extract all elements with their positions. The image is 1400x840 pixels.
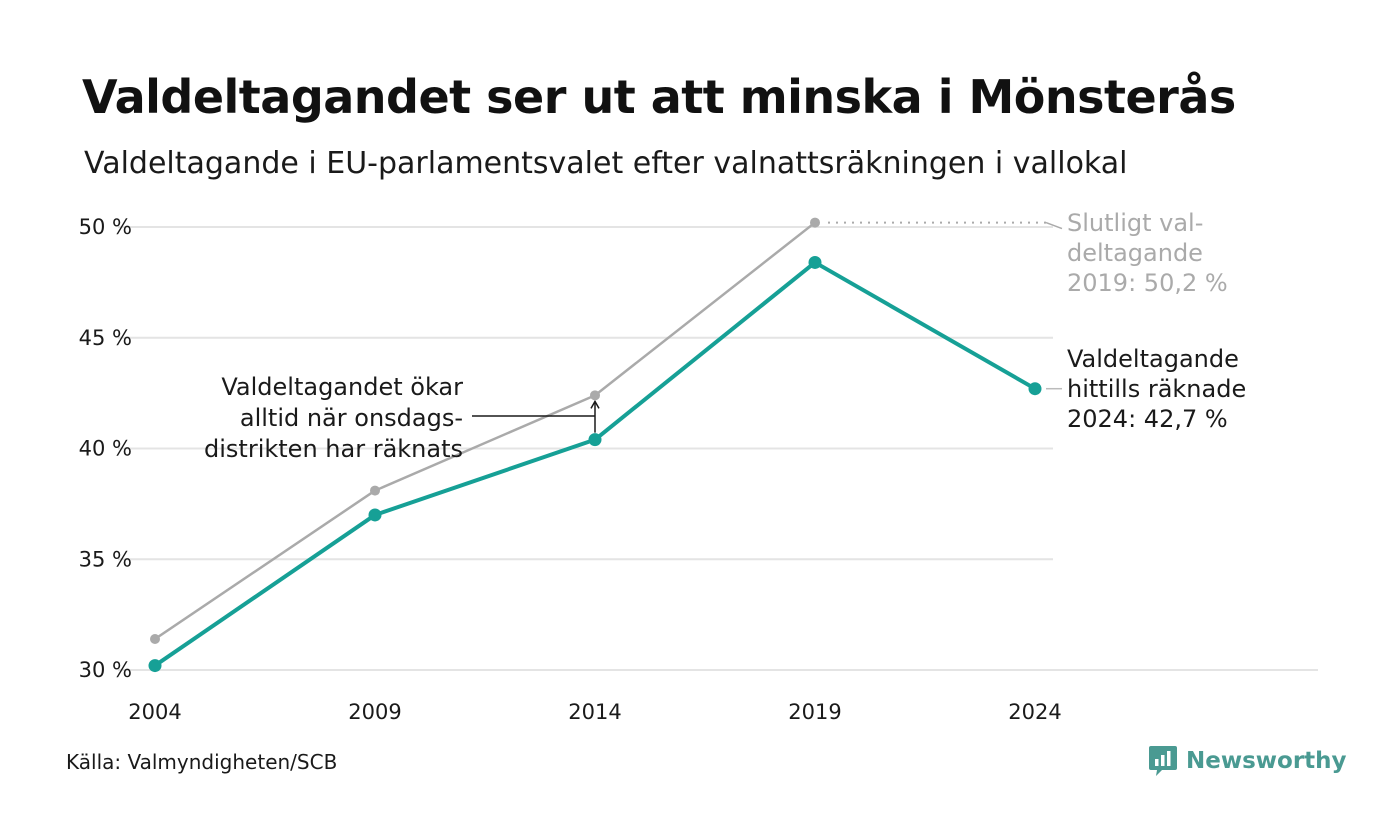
- data-point-final: [810, 217, 820, 228]
- data-point-final: [590, 390, 600, 401]
- annotation-arrowhead: [590, 399, 600, 409]
- y-tick-label: 50 %: [79, 215, 132, 239]
- annotation-note-text: distrikten har räknats: [204, 435, 463, 463]
- annotation-note-text: alltid när onsdags-: [240, 404, 463, 432]
- y-tick-label: 45 %: [79, 326, 132, 350]
- newsworthy-logo-icon: [1149, 746, 1177, 776]
- y-tick-label: 35 %: [79, 547, 132, 571]
- data-point-counted: [368, 508, 382, 522]
- source-note: Källa: Valmyndigheten/SCB: [66, 750, 338, 774]
- series-points: [148, 217, 1042, 673]
- data-point-counted: [588, 433, 602, 447]
- series-line-counted: [153, 260, 1036, 668]
- data-point-counted: [148, 659, 162, 673]
- annotation-counted-text: 2024: 42,7 %: [1067, 405, 1228, 433]
- brand-name: Newsworthy: [1186, 748, 1347, 774]
- y-tick-label: 40 %: [79, 437, 132, 461]
- series-line-final: [154, 221, 816, 641]
- y-axis-ticks: 30 % 35 % 40 % 45 % 50 %: [79, 215, 132, 682]
- x-tick-label: 2004: [128, 700, 181, 724]
- brand-logo: Newsworthy: [1148, 744, 1347, 778]
- data-point-counted: [1028, 382, 1042, 396]
- chart-title: Valdeltagandet ser ut att minska i Mönst…: [82, 70, 1236, 124]
- leader-tick-final: [1045, 221, 1063, 230]
- x-tick-label: 2014: [568, 700, 621, 724]
- annotation-final-text: Slutligt val-: [1067, 209, 1203, 237]
- chart-subtitle: Valdeltagande i EU-parlamentsvalet efter…: [84, 146, 1128, 181]
- gridlines: [118, 226, 1318, 671]
- data-point-final: [370, 485, 380, 496]
- annotation-final-text: 2019: 50,2 %: [1067, 269, 1228, 297]
- annotation-counted-text: hittills räknade: [1067, 375, 1246, 403]
- y-tick-label: 30 %: [79, 658, 132, 682]
- annotation-note-text: Valdeltagandet ökar: [221, 373, 463, 401]
- x-tick-label: 2024: [1008, 700, 1061, 724]
- annotation-final-text: deltagande: [1067, 239, 1203, 267]
- x-axis-ticks: 2004 2009 2014 2019 2024: [128, 700, 1061, 724]
- annotation-counted-text: Valdeltagande: [1067, 345, 1239, 373]
- data-point-counted: [808, 255, 822, 269]
- data-point-final: [150, 633, 160, 644]
- x-tick-label: 2009: [348, 700, 401, 724]
- x-tick-label: 2019: [788, 700, 841, 724]
